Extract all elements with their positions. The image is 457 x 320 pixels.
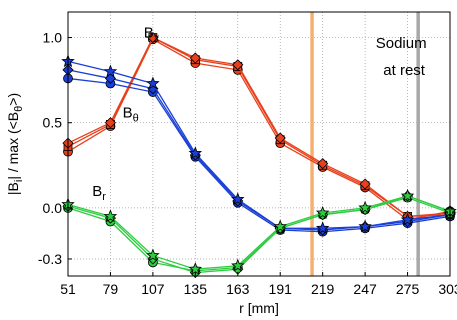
series-x-diamond [62, 31, 456, 222]
y-label-part-2: | / max (<B [5, 112, 21, 180]
annotation-main: at rest [383, 62, 426, 79]
x-axis-label: r [mm] [239, 300, 279, 316]
data-point-star [315, 221, 330, 235]
data-point-diamond [317, 158, 329, 170]
annotation-sodium2: at rest [383, 62, 426, 79]
series-line [67, 60, 451, 229]
x-tick-label: 51 [60, 281, 76, 297]
annotation-main: B [144, 25, 154, 42]
x-tick-label: 247 [353, 281, 377, 297]
y-label-sub-1: i [13, 180, 25, 182]
data-point-star [188, 262, 203, 275]
data-point-star [358, 200, 372, 214]
annotation-bx: Bx [144, 25, 160, 45]
data-point-star [358, 219, 372, 233]
data-point-star [400, 212, 415, 226]
data-point-star [231, 192, 245, 206]
data-point-star [400, 188, 415, 202]
annotation-main: B [92, 183, 102, 200]
annotation-br: Br [92, 183, 106, 203]
series-theta-diamond [62, 64, 456, 236]
y-tick-label: 0.5 [43, 115, 63, 131]
x-tick-label: 191 [269, 281, 293, 297]
data-point-star [273, 219, 287, 233]
tick-labels: 51 79 107 135 163 191 219 247 275 303 1.0 0.5 0.0 -0.… [38, 30, 457, 297]
data-point-star [146, 248, 160, 262]
y-tick-label: -0.3 [38, 251, 62, 267]
x-tick-label: 79 [103, 281, 119, 297]
annotation-main: Sodium [376, 35, 427, 52]
data-point-star [103, 64, 118, 78]
annotation-subscript: θ [133, 113, 139, 125]
data-point-diamond [232, 59, 244, 71]
y-label-part-1: |B [5, 182, 21, 195]
series-r-diamond [62, 190, 456, 279]
reference-lines [310, 12, 420, 276]
data-point-diamond [274, 132, 286, 144]
data-point-diamond [147, 31, 159, 44]
plot-frame [67, 11, 451, 277]
series-r-circle [63, 192, 455, 276]
annotation-main: B [123, 105, 133, 122]
annotation-sodium1: Sodium [376, 35, 427, 52]
data-point-star [188, 146, 203, 160]
series-line [67, 195, 451, 274]
x-tick-label: 219 [311, 281, 335, 297]
series-line [67, 69, 451, 231]
annotation-btheta: Bθ [123, 105, 139, 125]
y-tick-label: 0.0 [43, 200, 63, 216]
data-point-star [103, 209, 118, 223]
x-tick-label: 135 [184, 281, 208, 297]
x-tick-label: 275 [396, 281, 420, 297]
data-point-diamond [104, 117, 117, 129]
data-point-diamond [359, 178, 371, 190]
series-line [67, 195, 451, 270]
series-line [67, 77, 451, 233]
x-tick-label: 163 [226, 281, 250, 297]
x-tick-label: 303 [438, 281, 457, 297]
y-tick-label: 1.0 [43, 30, 63, 46]
data-point-star [146, 76, 160, 90]
series-theta-star [61, 54, 457, 235]
y-label-sub-2: θ [13, 106, 25, 112]
annotation-subscript: r [102, 191, 106, 203]
data-point-star [315, 205, 330, 219]
data-point-star [231, 258, 245, 272]
series-line [67, 36, 451, 218]
y-axis-label: |Bi| / max (<Bθ>) [5, 93, 25, 195]
annotation-subscript: x [154, 33, 160, 45]
data-point-diamond [189, 52, 201, 64]
x-tick-label: 107 [141, 281, 165, 297]
y-label-part-3: >) [5, 93, 21, 106]
